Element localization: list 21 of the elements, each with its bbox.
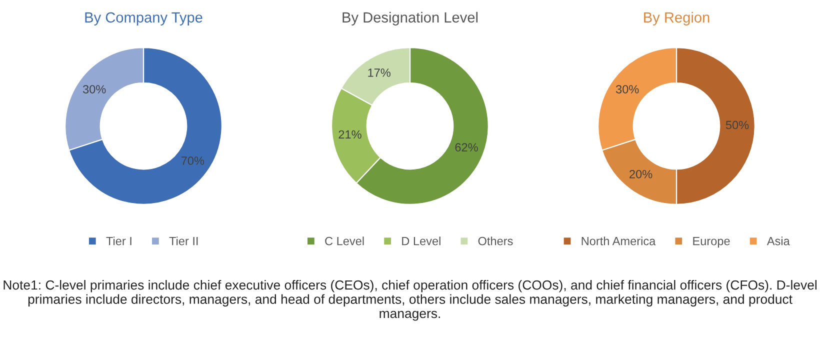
data-label: 30% [82, 85, 106, 94]
donut-slice [68, 47, 222, 205]
data-label: 50% [726, 120, 749, 130]
data-label: 30% [616, 85, 639, 94]
legend-label: Asia [766, 236, 790, 246]
data-label: 70% [181, 156, 204, 165]
legend-label: C Level [325, 236, 364, 246]
data-label: 17% [368, 68, 390, 77]
data-label: 21% [338, 130, 362, 139]
legend-label: D Level [402, 236, 440, 246]
text: Note1: C-level primaries include chief executive officers (CEOs), chief operation officers (COOs), and chief financial officers (CFOs). D-level primaries include directors, managers, and head of departments, others include sales managers, marketing managers, and product managers. [4, 280, 816, 321]
chart-title: By Company Type [85, 12, 202, 26]
chart-title: By Designation Level [342, 12, 478, 26]
legend-label: Tier I [106, 236, 132, 246]
data-label: 62% [455, 143, 478, 152]
legend-label: North America [582, 236, 656, 246]
legend-label: Tier II [169, 236, 198, 246]
legend-label: Europe [693, 237, 730, 248]
data-label: 20% [630, 170, 652, 178]
chart-title: By Region [644, 12, 710, 26]
legend-label: Others [478, 236, 513, 246]
